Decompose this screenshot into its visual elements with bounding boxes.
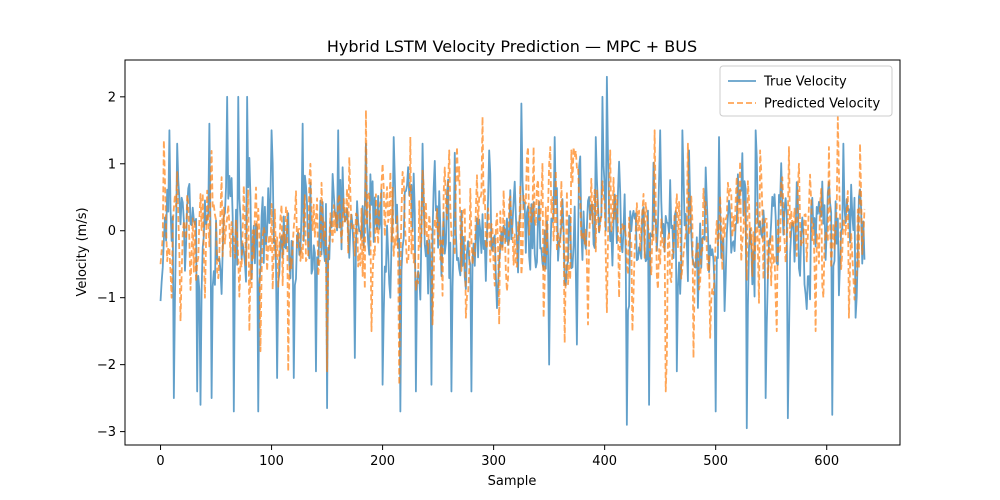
x-tick-label: 600 [814, 454, 839, 469]
legend-box [719, 65, 893, 117]
y-tick-label: −1 [97, 291, 116, 306]
x-tick-label: 300 [481, 454, 506, 469]
legend-label: True Velocity [763, 75, 847, 90]
legend-label: Predicted Velocity [764, 97, 880, 112]
series-line-predicted-velocity [159, 109, 866, 393]
legend: True Velocity Predicted Velocity [719, 65, 893, 117]
y-tick-label: 2 [108, 90, 116, 105]
y-tick-label: 1 [108, 157, 116, 172]
y-axis-label: Velocity (m/s) [75, 207, 90, 296]
x-axis-label: Sample [488, 474, 537, 489]
x-axis: 0 100 200 300 400 500 600 [156, 445, 839, 469]
plot-frame [124, 59, 901, 446]
y-axis: −3 −2 −1 0 1 2 [97, 90, 125, 440]
series-layer [159, 75, 866, 430]
y-tick-label: 0 [108, 224, 116, 239]
x-tick-label: 0 [156, 454, 164, 469]
x-tick-label: 100 [259, 454, 284, 469]
x-tick-label: 400 [592, 454, 617, 469]
x-tick-label: 200 [370, 454, 395, 469]
y-tick-label: −2 [97, 358, 116, 373]
x-tick-label: 500 [703, 454, 728, 469]
y-tick-label: −3 [97, 425, 116, 440]
chart-title: Hybrid LSTM Velocity Prediction — MPC + … [327, 37, 697, 56]
